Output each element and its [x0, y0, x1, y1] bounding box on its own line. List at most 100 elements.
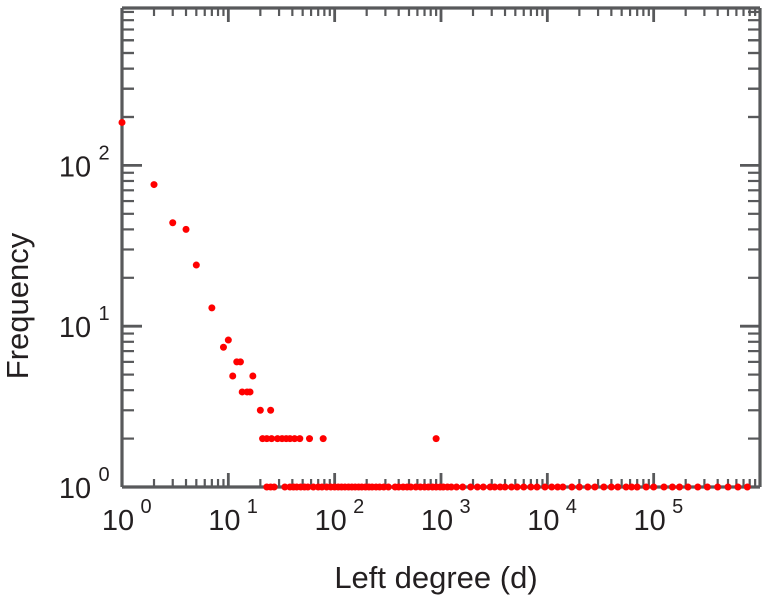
data-point — [182, 225, 190, 233]
svg-text:4: 4 — [566, 496, 577, 518]
svg-text:10: 10 — [59, 312, 91, 344]
data-point — [600, 483, 608, 491]
svg-text:3: 3 — [459, 496, 470, 518]
svg-text:10: 10 — [315, 505, 347, 537]
data-point — [309, 483, 317, 491]
data-point — [614, 483, 622, 491]
data-point — [246, 388, 254, 396]
data-point — [533, 483, 541, 491]
data-point — [479, 483, 487, 491]
data-point — [219, 343, 227, 351]
data-point — [281, 483, 289, 491]
data-point — [575, 483, 583, 491]
x-axis-title: Left degree (d) — [334, 560, 537, 595]
data-point — [291, 435, 299, 443]
data-point — [541, 483, 549, 491]
data-point — [622, 483, 630, 491]
x-tick-label: 10 3 — [421, 496, 471, 537]
data-point — [591, 483, 599, 491]
data-point — [236, 358, 244, 366]
x-tick-label: 10 5 — [634, 496, 684, 537]
data-point — [650, 483, 658, 491]
svg-text:10: 10 — [208, 505, 240, 537]
axis-ticks — [120, 8, 762, 489]
data-point — [407, 483, 415, 491]
data-point — [319, 435, 327, 443]
y-axis-title: Frequency — [0, 232, 35, 379]
svg-text:10: 10 — [59, 473, 91, 505]
data-point — [734, 483, 742, 491]
x-tick-label: 10 1 — [208, 496, 258, 537]
y-tick-label: 10 1 — [59, 303, 110, 344]
data-point — [296, 435, 304, 443]
data-point — [628, 483, 636, 491]
data-point — [568, 483, 576, 491]
svg-text:10: 10 — [102, 505, 134, 537]
svg-text:1: 1 — [98, 303, 109, 325]
data-point — [520, 483, 528, 491]
data-point — [642, 483, 650, 491]
data-point — [384, 483, 392, 491]
data-point — [208, 304, 216, 312]
data-point — [447, 483, 455, 491]
data-point — [192, 261, 200, 269]
data-point — [224, 336, 232, 344]
data-point — [304, 483, 312, 491]
data-point — [459, 483, 467, 491]
svg-text:5: 5 — [672, 496, 683, 518]
data-point — [118, 118, 126, 126]
data-point — [432, 435, 440, 443]
data-point — [270, 483, 278, 491]
x-tick-label: 10 4 — [527, 496, 577, 537]
y-tick-label: 10 2 — [59, 142, 110, 183]
x-tick-label: 10 0 — [102, 496, 152, 537]
y-tick-label: 10 0 — [59, 464, 110, 505]
data-points — [118, 118, 751, 491]
data-point — [607, 483, 615, 491]
data-point — [501, 483, 509, 491]
data-point — [694, 483, 702, 491]
svg-text:10: 10 — [421, 505, 453, 537]
data-point — [724, 483, 732, 491]
data-point — [491, 483, 499, 491]
svg-text:10: 10 — [59, 151, 91, 183]
svg-text:10: 10 — [527, 505, 559, 537]
x-tick-label: 10 2 — [315, 496, 365, 537]
data-point — [527, 483, 535, 491]
data-point — [714, 483, 722, 491]
data-point — [467, 483, 475, 491]
data-point — [676, 483, 684, 491]
data-point — [267, 406, 275, 414]
data-point — [473, 483, 481, 491]
data-point — [238, 388, 246, 396]
data-point — [513, 483, 521, 491]
data-point — [684, 483, 692, 491]
data-point — [150, 181, 158, 189]
x-tick-labels: 10 0 10 1 10 2 10 3 10 4 10 5 — [102, 496, 683, 537]
data-point — [743, 483, 751, 491]
data-point — [507, 483, 515, 491]
data-point — [703, 483, 711, 491]
svg-text:1: 1 — [247, 496, 258, 518]
data-point — [548, 483, 556, 491]
data-point — [268, 435, 276, 443]
data-point — [668, 483, 676, 491]
data-point — [256, 406, 264, 414]
data-point — [229, 372, 237, 380]
y-tick-labels: 10 0 10 1 10 2 — [59, 142, 110, 505]
data-point — [633, 483, 641, 491]
data-point — [584, 483, 592, 491]
svg-text:0: 0 — [140, 496, 151, 518]
data-point — [660, 483, 668, 491]
data-point — [169, 219, 177, 227]
data-point — [559, 483, 567, 491]
svg-text:2: 2 — [353, 496, 364, 518]
svg-text:0: 0 — [98, 464, 109, 486]
svg-text:10: 10 — [634, 505, 666, 537]
data-point — [453, 483, 461, 491]
data-point — [249, 372, 257, 380]
data-point — [496, 483, 504, 491]
